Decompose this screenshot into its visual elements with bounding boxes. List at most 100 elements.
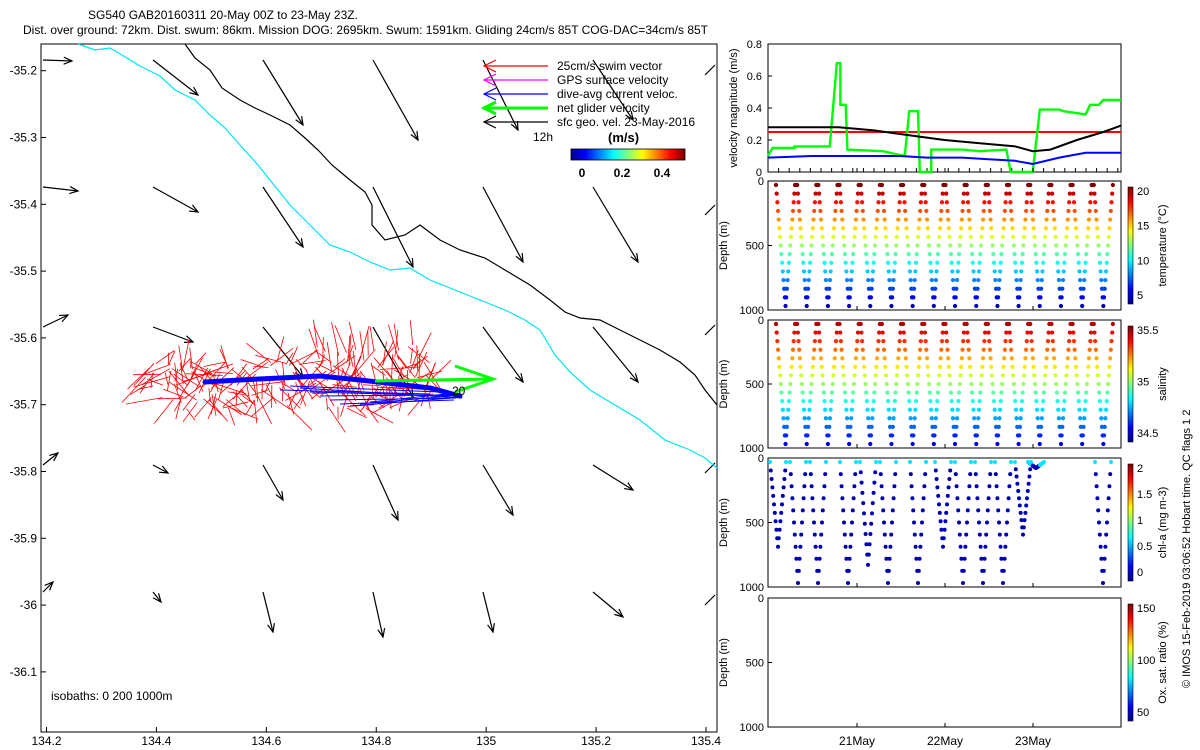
profile-point xyxy=(1084,252,1089,257)
profile-point xyxy=(929,407,934,412)
vector-arrow xyxy=(262,464,284,502)
profile-point xyxy=(917,356,922,361)
profile-point xyxy=(787,390,792,395)
profile-point xyxy=(1060,286,1065,291)
profile-point xyxy=(873,234,878,239)
profile-point xyxy=(874,364,879,369)
profile-point xyxy=(1021,525,1026,530)
profile-point xyxy=(969,381,974,387)
profile-point xyxy=(1099,416,1104,421)
profile-point xyxy=(939,208,944,214)
profile-point xyxy=(959,356,964,361)
profile-point xyxy=(1020,252,1025,257)
velocity-axes-box xyxy=(767,43,1122,173)
depth-tick-label: 0 xyxy=(758,453,764,465)
profile-point xyxy=(923,200,928,205)
depth-label: Depth (m) xyxy=(718,221,730,270)
profile-point xyxy=(860,200,865,205)
profile-point xyxy=(971,407,976,412)
profile-point xyxy=(944,510,949,515)
map-panel: 134.2 134.4 134.6 134.8 135 135.2 135.4 -35.2-… xyxy=(10,43,721,748)
profile-point xyxy=(1103,416,1108,421)
profile-point xyxy=(995,496,1000,501)
profile-point xyxy=(1097,252,1102,257)
profile-point xyxy=(823,472,828,477)
profile-point xyxy=(975,496,980,501)
profile-point xyxy=(969,243,974,248)
profile-point xyxy=(1077,407,1082,412)
vector-arrow xyxy=(592,591,625,618)
profile-point xyxy=(1101,568,1106,573)
profile-point xyxy=(1007,484,1012,489)
vector-arrow xyxy=(152,464,170,474)
vector-arrow xyxy=(592,59,634,122)
profile-point xyxy=(1018,510,1023,515)
profile-point xyxy=(932,295,937,300)
profile-point xyxy=(957,520,961,525)
profile-point xyxy=(1034,269,1040,274)
profile-point xyxy=(974,303,979,309)
profile-point xyxy=(1050,200,1055,205)
profile-point xyxy=(977,532,982,537)
profile-point xyxy=(916,234,921,239)
swim-vector xyxy=(337,351,339,376)
profile-point xyxy=(851,252,856,257)
profile-point xyxy=(1032,381,1038,387)
profile-point xyxy=(1038,433,1043,438)
profile-point xyxy=(1009,208,1014,214)
profile-point xyxy=(820,373,825,378)
profile-point xyxy=(800,390,805,395)
profile-point xyxy=(1013,260,1018,265)
profile-point xyxy=(937,510,942,515)
profile-point xyxy=(961,581,965,585)
profile-point xyxy=(990,243,995,248)
profile-point xyxy=(821,252,826,257)
vector-arrow xyxy=(482,591,495,634)
profile-point xyxy=(788,460,792,464)
profile-point xyxy=(1071,200,1077,205)
profile-point xyxy=(853,472,858,477)
vector-count-label: 20 xyxy=(452,384,466,398)
profile-point xyxy=(907,407,913,412)
swim-vector xyxy=(371,384,374,399)
profile-point xyxy=(913,407,918,412)
profile-point xyxy=(1055,399,1060,404)
profile-point xyxy=(812,532,817,537)
profile-point xyxy=(1067,191,1072,196)
profile-point xyxy=(1077,269,1082,274)
profile-point xyxy=(902,339,907,344)
swim-vector xyxy=(194,367,209,391)
swim-vector xyxy=(174,383,182,404)
profile-point xyxy=(882,532,887,537)
vector-arrow xyxy=(372,591,386,639)
swim-vector xyxy=(253,365,269,368)
profile-point xyxy=(1063,243,1068,248)
swim-vector xyxy=(171,368,201,388)
credit-text: © IMOS 15-Feb-2019 03:06:52 Hobart time.… xyxy=(1181,410,1193,688)
profile-point xyxy=(786,260,792,265)
profile-point xyxy=(780,260,785,265)
profile-point xyxy=(1062,252,1068,257)
profile-point xyxy=(903,208,908,214)
swim-vector xyxy=(416,345,419,371)
profile-point xyxy=(953,460,957,464)
profile-point xyxy=(956,399,961,404)
swim-vector xyxy=(252,357,270,370)
profile-point xyxy=(1012,252,1017,257)
legend-arrowhead xyxy=(480,100,497,116)
profile-point xyxy=(1019,260,1025,265)
profile-point xyxy=(1097,260,1103,265)
profile-point xyxy=(985,182,990,188)
swim-vector xyxy=(235,390,238,406)
isobath-1000m xyxy=(184,43,718,406)
profile-point xyxy=(893,252,898,257)
profile-point xyxy=(915,381,920,387)
profile-point xyxy=(814,556,819,561)
swim-vector xyxy=(349,352,354,368)
profile-point xyxy=(816,191,822,196)
profile-point xyxy=(926,381,932,387)
profile-point xyxy=(1021,373,1027,378)
profile-point xyxy=(852,234,857,239)
swim-vector xyxy=(295,358,308,372)
